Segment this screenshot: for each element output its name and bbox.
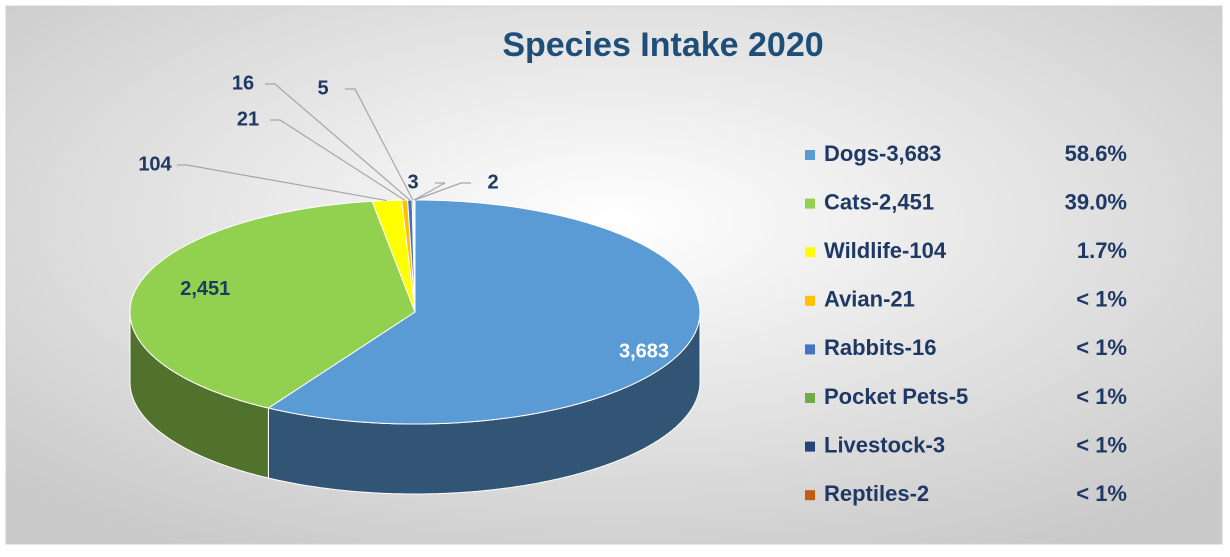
pie-slice: [267, 199, 701, 425]
pie-slice: [413, 199, 416, 313]
legend-label: Cats-2,451: [824, 189, 934, 214]
leader-line: [345, 88, 414, 201]
data-label: 104: [138, 153, 172, 175]
legend-label: Avian-21: [824, 287, 915, 312]
legend-label: Wildlife-104: [824, 238, 947, 263]
data-label: 2: [487, 171, 498, 193]
chart-title: Species Intake 2020: [502, 26, 823, 64]
legend-percent: < 1%: [1076, 432, 1127, 457]
legend-percent: < 1%: [1076, 335, 1127, 360]
legend-label: Reptiles-2: [824, 481, 929, 506]
legend-percent: < 1%: [1076, 287, 1127, 312]
leader-line: [177, 164, 387, 202]
leader-line: [265, 83, 411, 201]
data-label: 21: [237, 108, 259, 130]
leader-line: [413, 182, 446, 201]
legend-label: Dogs-3,683: [824, 141, 941, 166]
data-label: 16: [232, 72, 254, 94]
data-label: 3,683: [619, 341, 669, 363]
legend-swatch: [805, 247, 815, 258]
legend-swatch: [805, 198, 815, 209]
legend-label: Rabbits-16: [824, 335, 936, 360]
pie-slice: [129, 200, 416, 409]
legend-swatch: [805, 393, 815, 403]
leader-line: [270, 119, 405, 201]
legend-swatch: [805, 490, 815, 501]
legend-label: Pocket Pets-5: [824, 384, 968, 409]
legend-swatch: [805, 441, 815, 452]
legend-swatch: [805, 295, 815, 306]
pie-slice: [371, 199, 416, 313]
legend-swatch: [805, 150, 815, 160]
legend-percent: < 1%: [1076, 384, 1127, 409]
legend-percent: 58.6%: [1065, 141, 1127, 166]
data-label: 2,451: [180, 278, 230, 300]
leader-line: [414, 182, 471, 201]
legend-percent: 1.7%: [1077, 238, 1127, 263]
legend-percent: < 1%: [1076, 481, 1127, 506]
data-label: 3: [407, 171, 418, 193]
legend-percent: 39.0%: [1065, 189, 1127, 214]
data-label: 5: [317, 77, 328, 99]
legend-label: Livestock-3: [824, 432, 945, 457]
legend-swatch: [805, 344, 815, 355]
